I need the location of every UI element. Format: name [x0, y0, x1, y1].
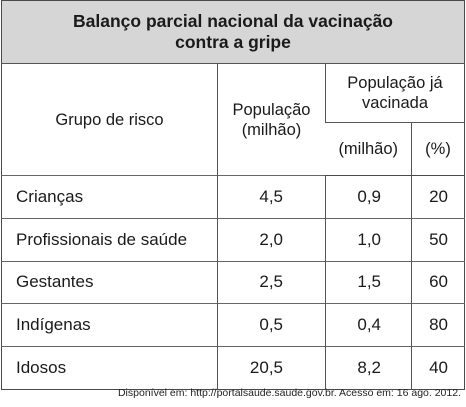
header-population-line2: (milhão) — [241, 120, 302, 139]
source-citation: Disponível em: http://portalsaude.saude.… — [117, 387, 461, 399]
header-row-1: Grupo de risco População (milhão) Popula… — [2, 63, 465, 176]
header-vaccinated-line1: População já — [347, 74, 443, 92]
table-title-line1: Balanço parcial nacional da vacinação — [73, 11, 393, 31]
cell-vaccinated: 8,2 — [325, 346, 412, 390]
table-row: Profissionais de saúde 2,0 1,0 50 — [1, 217, 465, 262]
header-vaccinated: População já vacinada — [325, 63, 465, 123]
cell-vaccinated: 1,5 — [325, 260, 412, 304]
table-title-line2: contra a gripe — [175, 32, 291, 52]
table-title: Balanço parcial nacional da vacinação co… — [1, 0, 465, 64]
cell-population: 4,5 — [217, 175, 326, 219]
table-row: Crianças 4,5 0,9 20 — [1, 175, 465, 219]
table-row: Indígenas 0,5 0,4 80 — [1, 303, 465, 347]
header-vaccinated-percent: (%) — [411, 122, 465, 176]
table-title-row: Balanço parcial nacional da vacinação co… — [1, 0, 465, 64]
cell-population: 0,5 — [217, 303, 326, 347]
cell-group: Idosos — [1, 346, 218, 390]
cell-percent: 80 — [411, 303, 465, 347]
cell-group: Indígenas — [1, 303, 218, 347]
cell-group: Profissionais de saúde — [1, 217, 218, 262]
cell-vaccinated: 1,0 — [325, 217, 412, 262]
header-group: Grupo de risco — [55, 110, 164, 129]
cell-percent: 20 — [411, 175, 465, 219]
table-row: Gestantes 2,5 1,5 60 — [1, 260, 465, 304]
header-population-line1: População — [232, 100, 311, 119]
cell-population: 2,5 — [217, 260, 326, 304]
cell-population: 2,0 — [217, 217, 326, 262]
cell-group: Crianças — [1, 175, 218, 219]
vaccination-table: Balanço parcial nacional da vacinação co… — [1, 0, 465, 390]
cell-percent: 60 — [411, 260, 465, 304]
cell-population: 20,5 — [217, 346, 326, 390]
cell-vaccinated: 0,4 — [325, 303, 412, 347]
header-population: População (milhão) — [217, 63, 326, 176]
header-row-2: (milhão) (%) — [2, 122, 465, 176]
cell-vaccinated: 0,9 — [325, 175, 412, 219]
header-vaccinated-million: (milhão) — [325, 122, 412, 176]
cell-percent: 40 — [411, 346, 465, 390]
cell-percent: 50 — [411, 217, 465, 262]
cell-group: Gestantes — [1, 260, 218, 304]
table-row: Idosos 20,5 8,2 40 — [1, 346, 465, 390]
header-vaccinated-line2: vacinada — [361, 94, 429, 112]
